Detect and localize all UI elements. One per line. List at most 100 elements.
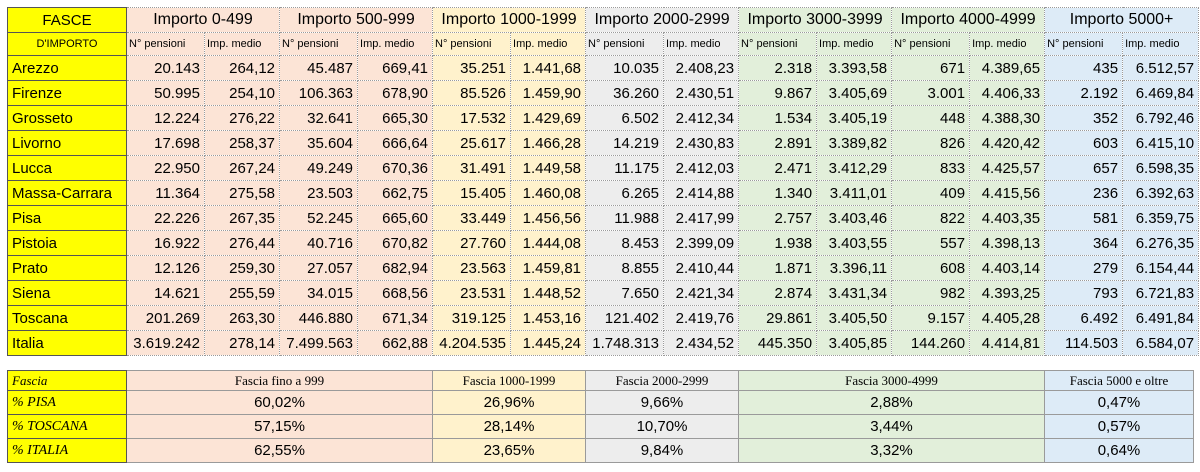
num-pensions-cell: 35.251: [432, 55, 512, 81]
num-pensions-cell: 3.001: [891, 80, 971, 106]
corner-label-line2: D'IMPORTO: [7, 32, 127, 56]
num-pensions-cell: 2.471: [738, 155, 818, 181]
num-pensions-cell: 557: [891, 230, 971, 256]
num-pensions-cell: 16.922: [126, 230, 205, 256]
summary-row-label: % ITALIA: [7, 438, 127, 463]
col-header-num-pensions: N° pensioni: [279, 32, 359, 56]
summary-header: Fascia 2000-2999: [585, 370, 739, 391]
num-pensions-cell: 319.125: [432, 305, 512, 331]
table-row: Pisa 22.226 267,35 52.245 665,60 33.449 1.456,…: [7, 205, 1200, 231]
band-header: Importo 500-999: [279, 7, 434, 33]
avg-amount-cell: 3.389,82: [816, 130, 893, 156]
num-pensions-cell: 793: [1044, 280, 1124, 306]
avg-amount-cell: 1.459,81: [510, 255, 587, 281]
summary-row: % ITALIA 62,55% 23,65% 9,84% 3,32% 0,64%: [7, 438, 1194, 463]
summary-row-label: % PISA: [7, 390, 127, 415]
avg-amount-cell: 6.584,07: [1122, 330, 1200, 356]
num-pensions-cell: 6.502: [585, 105, 665, 131]
num-pensions-cell: 2.874: [738, 280, 818, 306]
avg-amount-cell: 267,35: [203, 205, 281, 231]
num-pensions-cell: 17.698: [126, 130, 205, 156]
avg-amount-cell: 254,10: [203, 80, 281, 106]
num-pensions-cell: 446.880: [279, 305, 359, 331]
summary-header-row: Fascia Fascia fino a 999 Fascia 1000-199…: [7, 370, 1194, 391]
avg-amount-cell: 264,12: [203, 55, 281, 81]
avg-amount-cell: 665,30: [357, 105, 434, 131]
avg-amount-cell: 276,22: [203, 105, 281, 131]
area-name: Livorno: [7, 130, 127, 156]
num-pensions-cell: 17.532: [432, 105, 512, 131]
avg-amount-cell: 1.449,58: [510, 155, 587, 181]
num-pensions-cell: 279: [1044, 255, 1124, 281]
avg-amount-cell: 2.421,34: [663, 280, 740, 306]
avg-amount-cell: 6.415,10: [1122, 130, 1200, 156]
num-pensions-cell: 9.867: [738, 80, 818, 106]
avg-amount-cell: 3.412,29: [816, 155, 893, 181]
avg-amount-cell: 6.392,63: [1122, 180, 1200, 206]
avg-amount-cell: 678,90: [357, 80, 434, 106]
num-pensions-cell: 2.891: [738, 130, 818, 156]
num-pensions-cell: 2.192: [1044, 80, 1124, 106]
num-pensions-cell: 14.219: [585, 130, 665, 156]
avg-amount-cell: 4.415,56: [969, 180, 1046, 206]
avg-amount-cell: 6.491,84: [1122, 305, 1200, 331]
num-pensions-cell: 2.757: [738, 205, 818, 231]
avg-amount-cell: 4.393,25: [969, 280, 1046, 306]
summary-header: Fascia 1000-1999: [432, 370, 586, 391]
col-header-avg-amount: Imp. medio: [510, 32, 587, 56]
num-pensions-cell: 671: [891, 55, 971, 81]
table-row: Lucca 22.950 267,24 49.249 670,36 31.491 1.449…: [7, 155, 1200, 181]
avg-amount-cell: 1.456,56: [510, 205, 587, 231]
avg-amount-cell: 668,56: [357, 280, 434, 306]
avg-amount-cell: 1.444,08: [510, 230, 587, 256]
col-header-avg-amount: Imp. medio: [203, 32, 281, 56]
avg-amount-cell: 3.396,11: [816, 255, 893, 281]
avg-amount-cell: 670,82: [357, 230, 434, 256]
num-pensions-cell: 1.871: [738, 255, 818, 281]
avg-amount-cell: 6.276,35: [1122, 230, 1200, 256]
num-pensions-cell: 603: [1044, 130, 1124, 156]
avg-amount-cell: 3.411,01: [816, 180, 893, 206]
avg-amount-cell: 2.419,76: [663, 305, 740, 331]
col-header-num-pensions: N° pensioni: [126, 32, 205, 56]
num-pensions-cell: 236: [1044, 180, 1124, 206]
avg-amount-cell: 255,59: [203, 280, 281, 306]
band-header-row: FASCE Importo 0-499 Importo 500-999 Impo…: [7, 7, 1200, 33]
avg-amount-cell: 3.393,58: [816, 55, 893, 81]
table-row: Grosseto 12.224 276,22 32.641 665,30 17.532 1.…: [7, 105, 1200, 131]
num-pensions-cell: 20.143: [126, 55, 205, 81]
num-pensions-cell: 85.526: [432, 80, 512, 106]
num-pensions-cell: 144.260: [891, 330, 971, 356]
avg-amount-cell: 3.403,46: [816, 205, 893, 231]
area-name: Siena: [7, 280, 127, 306]
avg-amount-cell: 1.445,24: [510, 330, 587, 356]
num-pensions-cell: 364: [1044, 230, 1124, 256]
avg-amount-cell: 6.154,44: [1122, 255, 1200, 281]
percentage-cell: 9,66%: [585, 390, 739, 415]
area-name: Lucca: [7, 155, 127, 181]
percentage-cell: 10,70%: [585, 414, 739, 439]
avg-amount-cell: 662,75: [357, 180, 434, 206]
avg-amount-cell: 4.406,33: [969, 80, 1046, 106]
area-name: Grosseto: [7, 105, 127, 131]
avg-amount-cell: 3.405,69: [816, 80, 893, 106]
avg-amount-cell: 278,14: [203, 330, 281, 356]
avg-amount-cell: 2.410,44: [663, 255, 740, 281]
num-pensions-cell: 35.604: [279, 130, 359, 156]
num-pensions-cell: 7.650: [585, 280, 665, 306]
num-pensions-cell: 23.531: [432, 280, 512, 306]
num-pensions-cell: 14.621: [126, 280, 205, 306]
col-header-avg-amount: Imp. medio: [969, 32, 1046, 56]
avg-amount-cell: 6.469,84: [1122, 80, 1200, 106]
avg-amount-cell: 4.403,35: [969, 205, 1046, 231]
avg-amount-cell: 4.405,28: [969, 305, 1046, 331]
num-pensions-cell: 9.157: [891, 305, 971, 331]
avg-amount-cell: 2.399,09: [663, 230, 740, 256]
num-pensions-cell: 27.057: [279, 255, 359, 281]
avg-amount-cell: 1.460,08: [510, 180, 587, 206]
percentage-cell: 23,65%: [432, 438, 586, 463]
num-pensions-cell: 36.260: [585, 80, 665, 106]
percentage-cell: 28,14%: [432, 414, 586, 439]
table-row: Italia 3.619.242 278,14 7.499.563 662,88 4.20…: [7, 330, 1200, 356]
avg-amount-cell: 662,88: [357, 330, 434, 356]
